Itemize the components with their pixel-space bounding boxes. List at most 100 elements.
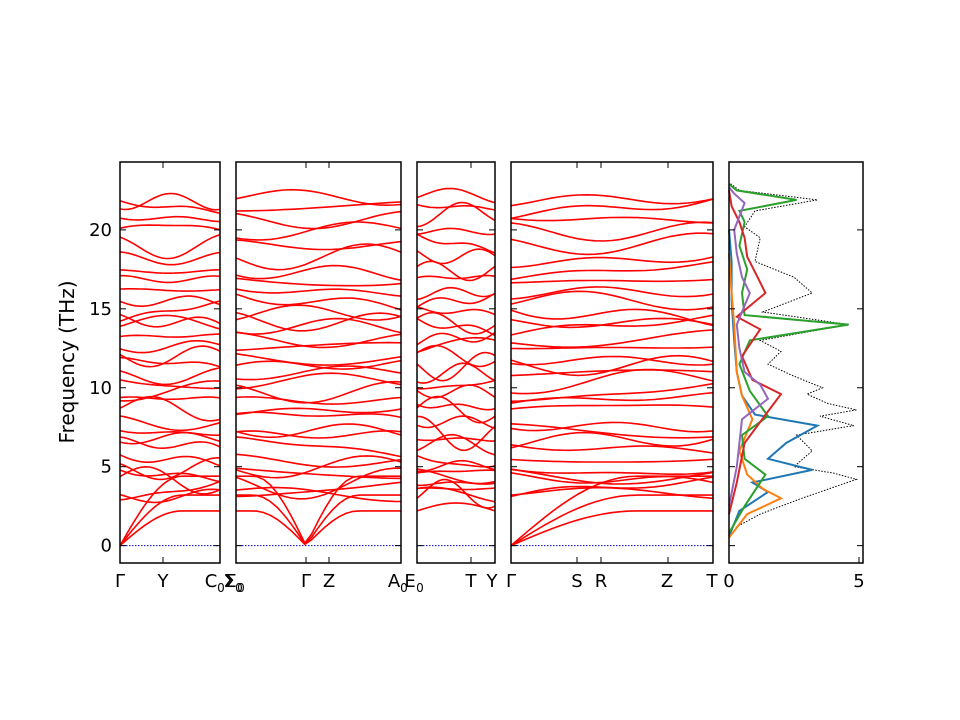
band-line bbox=[416, 227, 496, 236]
x-tick-label: T bbox=[706, 571, 719, 592]
band-line bbox=[235, 453, 402, 468]
band-line bbox=[235, 243, 402, 271]
band-line bbox=[416, 248, 496, 265]
band-line bbox=[510, 458, 714, 463]
band-line bbox=[416, 187, 496, 204]
band-line bbox=[416, 336, 496, 354]
x-tick-subscript: 0 bbox=[217, 581, 225, 595]
acoustic-band-line bbox=[236, 494, 401, 546]
x-tick-subscript: 0 bbox=[235, 581, 243, 595]
y-tick-label: 5 bbox=[101, 457, 112, 478]
band-line bbox=[119, 313, 221, 328]
band-line bbox=[235, 436, 402, 458]
band-line bbox=[119, 215, 221, 223]
band-line bbox=[510, 290, 714, 311]
band-line bbox=[416, 305, 496, 316]
y-tick-label: 0 bbox=[101, 536, 112, 557]
band-line bbox=[510, 278, 714, 284]
acoustic-band-line bbox=[510, 475, 713, 547]
band-line bbox=[416, 454, 496, 468]
dos-panel-frame bbox=[728, 161, 864, 564]
band-line bbox=[235, 423, 402, 439]
band-line bbox=[416, 201, 496, 228]
band-line bbox=[119, 314, 221, 330]
band-line bbox=[235, 210, 402, 230]
band-line bbox=[119, 431, 221, 445]
band-line bbox=[510, 216, 714, 224]
x-tick-label: S bbox=[571, 571, 582, 592]
x-tick-label: Γ bbox=[115, 571, 125, 592]
x-tick-label: C bbox=[205, 571, 218, 592]
acoustic-band-line bbox=[510, 510, 713, 547]
band-line bbox=[235, 411, 402, 419]
band-line bbox=[510, 382, 714, 403]
band-line bbox=[416, 384, 496, 399]
band-line bbox=[235, 455, 402, 479]
band-line bbox=[510, 423, 714, 439]
band-line bbox=[235, 396, 402, 405]
band-line bbox=[235, 311, 402, 332]
band-line bbox=[510, 256, 714, 269]
band-line bbox=[510, 476, 714, 498]
band-line bbox=[510, 308, 714, 327]
projected-dos-curve bbox=[728, 183, 849, 534]
band-line bbox=[235, 277, 402, 287]
band-line bbox=[235, 341, 402, 351]
projected-dos-curve bbox=[728, 253, 784, 539]
band-line bbox=[510, 317, 714, 329]
band-line bbox=[416, 362, 496, 384]
band-line bbox=[119, 295, 221, 308]
band-line bbox=[119, 300, 221, 322]
band-line bbox=[416, 415, 496, 452]
band-line bbox=[235, 481, 402, 498]
band-line bbox=[510, 198, 714, 220]
band-line bbox=[510, 404, 714, 410]
dos-x-tick-label: 5 bbox=[853, 571, 864, 592]
band-line bbox=[416, 403, 496, 411]
band-line bbox=[510, 232, 714, 256]
x-tick-label: E bbox=[404, 571, 415, 592]
band-line bbox=[119, 429, 220, 436]
band-line bbox=[510, 444, 714, 454]
acoustic-band-line bbox=[236, 475, 401, 545]
x-tick-label: A bbox=[388, 571, 401, 592]
band-panel-frame bbox=[235, 161, 402, 564]
y-tick-label: 10 bbox=[89, 378, 112, 399]
band-line bbox=[235, 221, 402, 241]
acoustic-band-line bbox=[119, 510, 220, 547]
band-line bbox=[235, 467, 402, 480]
band-line bbox=[235, 317, 402, 335]
band-line bbox=[119, 454, 221, 467]
x-tick-label: Σ bbox=[225, 571, 236, 592]
band-line bbox=[236, 201, 402, 212]
band-line bbox=[120, 274, 221, 284]
band-line bbox=[119, 224, 221, 231]
band-line bbox=[119, 436, 221, 450]
band-panel-frame bbox=[510, 161, 714, 564]
band-line bbox=[510, 468, 714, 485]
band-line bbox=[119, 345, 221, 368]
band-line bbox=[119, 480, 221, 501]
band-line bbox=[510, 329, 714, 349]
projected-dos-curve bbox=[728, 190, 783, 515]
band-line bbox=[119, 465, 221, 495]
band-line bbox=[119, 457, 221, 481]
band-line bbox=[510, 368, 714, 395]
band-line bbox=[510, 261, 714, 281]
projected-dos-curve bbox=[728, 186, 770, 507]
band-line bbox=[119, 333, 221, 338]
band-line bbox=[119, 469, 221, 483]
y-tick-label: 20 bbox=[89, 220, 112, 241]
band-line bbox=[119, 396, 221, 401]
band-line bbox=[119, 234, 221, 260]
band-line bbox=[510, 421, 714, 433]
band-line bbox=[416, 487, 496, 491]
band-line bbox=[416, 351, 496, 382]
total-dos-curve bbox=[728, 182, 859, 538]
band-line bbox=[119, 380, 221, 402]
band-curves bbox=[119, 187, 714, 547]
band-line bbox=[235, 429, 402, 439]
band-line bbox=[235, 359, 402, 370]
